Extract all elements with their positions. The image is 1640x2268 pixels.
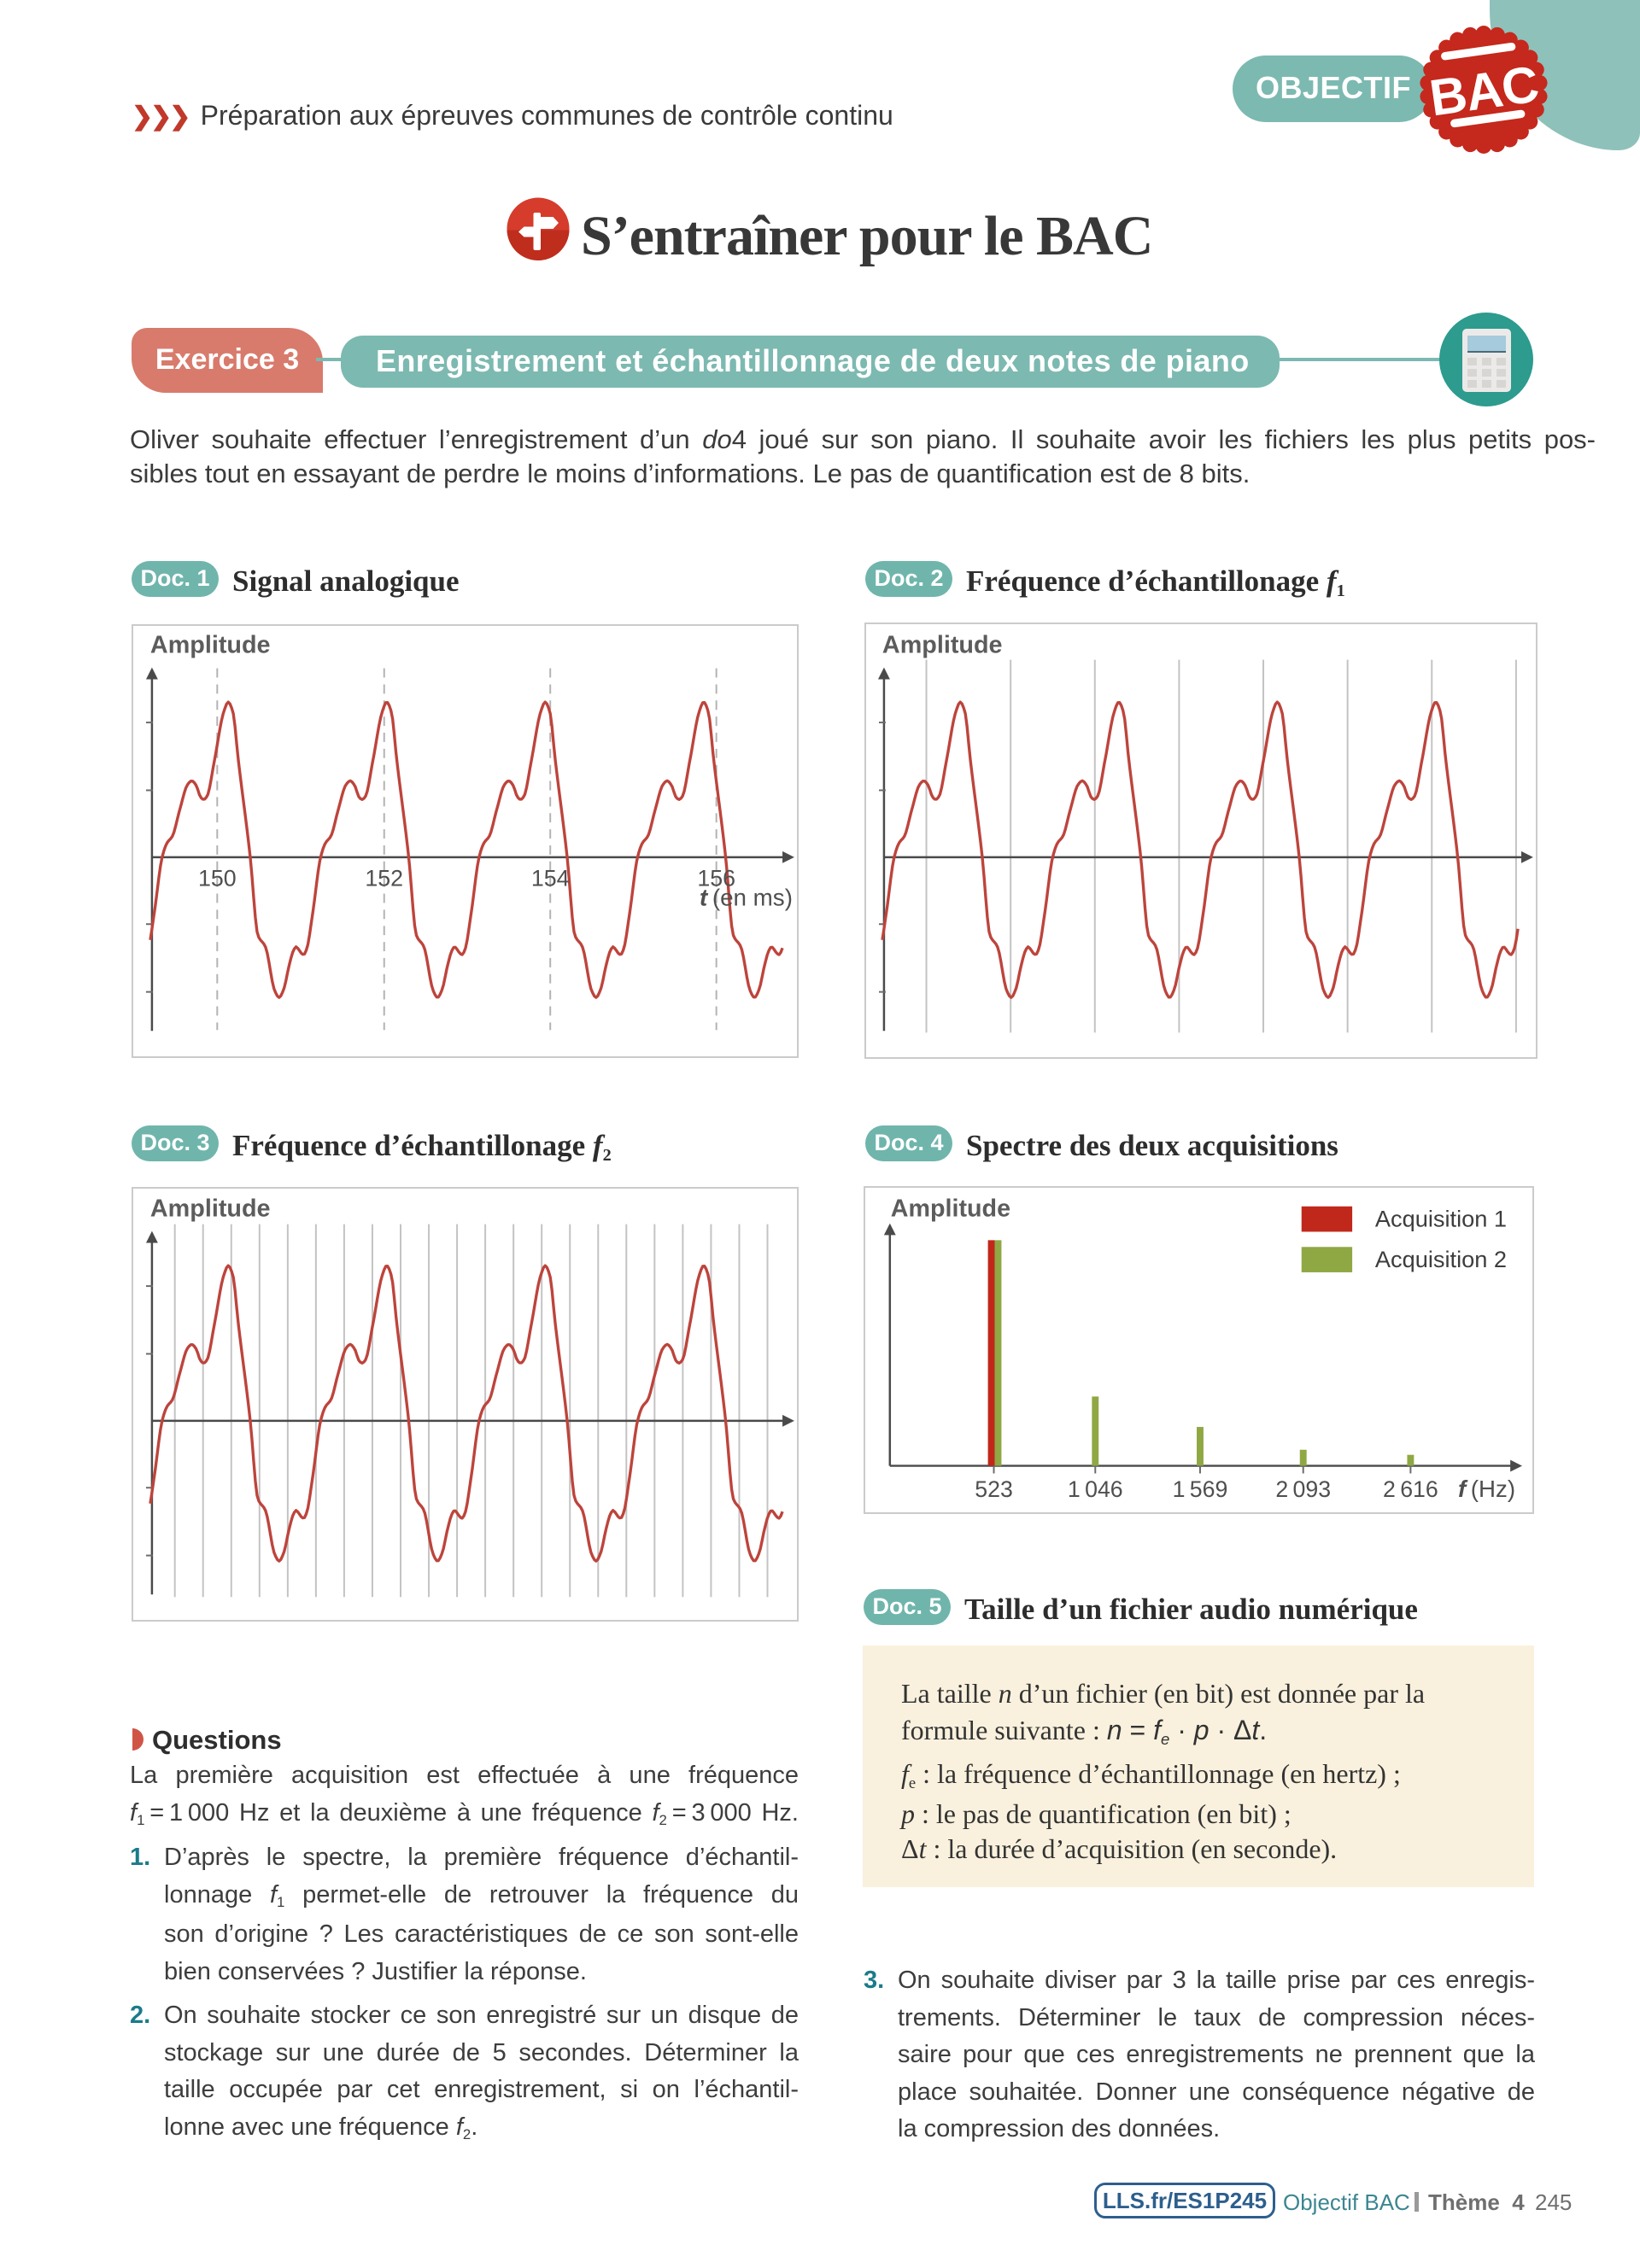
svg-text:2 093: 2 093 (1275, 1476, 1331, 1502)
svg-text:156: 156 (697, 866, 735, 891)
svg-text:150: 150 (198, 866, 237, 891)
svg-text:Amplitude: Amplitude (882, 632, 1003, 659)
svg-text:f (Hz): f (Hz) (1458, 1476, 1515, 1502)
svg-text:523: 523 (975, 1476, 1013, 1502)
svg-text:1 046: 1 046 (1068, 1476, 1123, 1502)
svg-text:Amplitude: Amplitude (150, 632, 271, 659)
svg-text:Amplitude: Amplitude (150, 1195, 271, 1223)
svg-text:2 616: 2 616 (1383, 1476, 1438, 1502)
svg-text:152: 152 (365, 866, 403, 891)
svg-text:1 569: 1 569 (1173, 1476, 1228, 1502)
svg-text:Acquisition 1: Acquisition 1 (1375, 1206, 1507, 1232)
svg-text:t (en ms): t (en ms) (700, 884, 793, 910)
svg-text:Acquisition 2: Acquisition 2 (1375, 1246, 1507, 1272)
svg-text:Amplitude: Amplitude (891, 1195, 1010, 1223)
svg-text:154: 154 (531, 866, 570, 891)
